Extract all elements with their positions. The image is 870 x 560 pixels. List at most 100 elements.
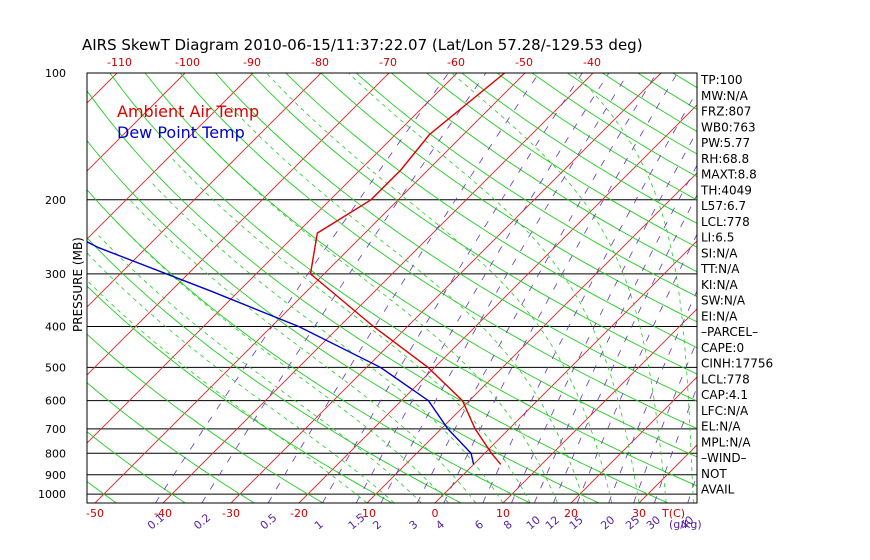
sidebar-item: KI:N/A <box>701 278 738 292</box>
sidebar-item: TT:N/A <box>700 262 740 276</box>
sidebar-item: LCL:778 <box>701 215 750 229</box>
top-tick-label: -40 <box>583 56 601 69</box>
sidebar-item: RH:68.8 <box>701 152 749 166</box>
mixing-ratio-line <box>654 386 697 503</box>
bottom-tick-label: -10 <box>358 507 376 520</box>
dry-adiabat-line <box>215 73 697 402</box>
mixing-ratio-line <box>633 340 697 503</box>
bottom-tick-label: -40 <box>154 507 172 520</box>
dry-adiabat-line <box>391 73 697 273</box>
bottom-tick-label: 30 <box>632 507 646 520</box>
isotherm-line <box>87 73 390 376</box>
pressure-tick-label: 1000 <box>38 488 66 501</box>
bottom-tick-label: 20 <box>564 507 578 520</box>
sidebar-item: MW:N/A <box>701 89 749 103</box>
isotherm-line <box>162 73 594 503</box>
mixing-ratio-line <box>155 73 449 503</box>
sidebar-item: –PARCEL– <box>701 325 758 339</box>
isotherm-line <box>502 308 697 503</box>
bottom-tick-label: -30 <box>222 507 240 520</box>
pressure-tick-label: 600 <box>45 395 66 408</box>
dry-adiabat-line <box>87 382 255 503</box>
mixing-ratio-line <box>201 73 487 503</box>
top-tick-label: -100 <box>175 56 200 69</box>
moist-adiabat-line <box>198 134 558 503</box>
dry-adiabat-line <box>87 139 600 503</box>
mixing-ratio-line <box>553 194 697 503</box>
dry-adiabat-line <box>179 73 697 430</box>
mixing-ratio-line <box>322 73 583 503</box>
bottom-temperature-axis: -50 -40 -30 -20 -10 0 10 20 30 <box>86 507 646 520</box>
moist-adiabat-line <box>574 73 694 503</box>
isotherm-line <box>87 73 322 308</box>
moist-adiabat-line <box>129 199 477 503</box>
sidebar-item: –WIND– <box>701 451 747 465</box>
sidebar-item: LFC:N/A <box>701 404 749 418</box>
mixing-ratio-line <box>267 73 540 503</box>
dew-point-temp-line <box>87 241 475 465</box>
sidebar-item: SW:N/A <box>701 294 746 308</box>
top-tick-label: -80 <box>311 56 329 69</box>
isotherm-line <box>434 240 697 503</box>
sidebar-item: CAPE:0 <box>701 341 744 355</box>
moist-adiabat-line <box>266 73 613 503</box>
background-grid <box>87 73 697 503</box>
dry-adiabat-line <box>87 431 186 503</box>
sidebar-item: PW:5.77 <box>701 136 750 150</box>
dry-adiabat-line <box>144 73 697 458</box>
top-tick-label: -90 <box>243 56 261 69</box>
sidebar-item: TP:100 <box>700 73 743 87</box>
ambient-air-temp-line <box>309 73 506 465</box>
pressure-tick-label: 200 <box>45 194 66 207</box>
mixing-ratio-line <box>533 164 697 503</box>
dry-adiabat-line <box>285 73 697 349</box>
y-axis-title: PRESSURE (MB) <box>71 237 85 332</box>
mixing-ratio-line <box>380 73 629 503</box>
sidebar-item: TH:4049 <box>700 183 752 197</box>
sidebar-item: NOT <box>701 467 727 481</box>
sidebar-item: MAXT:8.8 <box>701 168 757 182</box>
dry-adiabat-line <box>355 73 697 298</box>
moist-adiabat-line <box>87 279 368 503</box>
top-temperature-axis: -110 -100 -90 -80 -70 -60 -50 -40 <box>107 56 601 69</box>
pressure-tick-label: 800 <box>45 447 66 460</box>
pressure-tick-label: 300 <box>45 268 66 281</box>
top-tick-label: -110 <box>107 56 132 69</box>
isotherm-line <box>87 73 254 240</box>
sidebar-item: FRZ:807 <box>701 105 751 119</box>
top-tick-label: -70 <box>379 56 397 69</box>
dry-adiabat-line <box>87 333 324 503</box>
sidebar-item: CAP:4.1 <box>701 388 748 402</box>
pressure-tick-label: 500 <box>45 361 66 374</box>
sidebar-item: WB0:763 <box>701 120 756 134</box>
pressure-tick-label: 900 <box>45 469 66 482</box>
pressure-tick-label: 100 <box>45 67 66 80</box>
mixing-ratio-line <box>576 233 697 503</box>
mixing-ratio-unit-label: (g/kg) <box>669 518 702 531</box>
bottom-tick-label: -20 <box>290 507 308 520</box>
isotherm-line <box>94 73 526 503</box>
moist-adiabat-line <box>348 73 640 503</box>
top-tick-label: -60 <box>447 56 465 69</box>
legend-dew-point-temp: Dew Point Temp <box>117 123 245 142</box>
mixing-ratio-line <box>443 73 678 503</box>
isotherm-line <box>230 73 662 503</box>
sidebar-item: EI:N/A <box>701 309 738 323</box>
sidebar-item: CINH:17756 <box>701 357 773 371</box>
dry-adiabat-line <box>250 73 697 375</box>
sidebar-item: L57:6.7 <box>701 199 746 213</box>
isotherm-line <box>570 376 697 503</box>
sounding-profiles <box>87 73 506 465</box>
mixing-ratio-line <box>482 90 697 503</box>
mixing-ratio-line <box>355 73 610 503</box>
sidebar-item: SI:N/A <box>701 246 738 260</box>
moist-adiabat-line <box>111 216 449 503</box>
dry-adiabat-line <box>426 73 697 248</box>
sidebar-item: MPL:N/A <box>701 435 751 449</box>
plot-frame <box>86 72 698 504</box>
moist-adiabat-line <box>149 180 504 503</box>
chart-title: AIRS SkewT Diagram 2010-06-15/11:37:22.0… <box>82 36 643 54</box>
